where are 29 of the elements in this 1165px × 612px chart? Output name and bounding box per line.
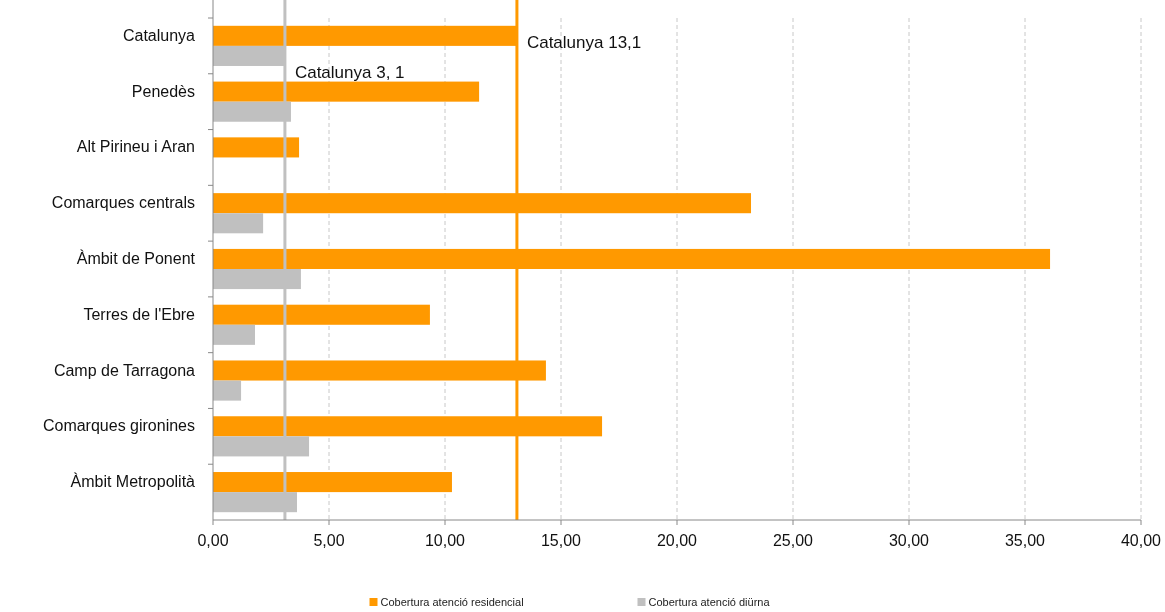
ref-line-label: Catalunya 13,1 [526, 33, 642, 52]
y-tick-label: Àmbit de Ponent [76, 248, 196, 267]
y-tick-label: Terres de l'Ebre [83, 305, 196, 323]
x-tick-label: 40,00 [1120, 532, 1162, 549]
bar [213, 137, 300, 158]
x-tick-label: 35,00 [1004, 532, 1046, 549]
legend-label: Cobertura atenció residencial [380, 596, 524, 608]
x-tick-label: 5,00 [313, 532, 345, 549]
bar [213, 81, 480, 102]
x-tick-label: 30,00 [888, 532, 930, 549]
y-tick-label: Penedès [131, 82, 195, 100]
bar [213, 304, 430, 325]
y-tick-label: Àmbit Metropolità [70, 472, 196, 491]
x-tick-label: 15,00 [540, 532, 582, 549]
bar [213, 380, 242, 401]
x-tick-label: 10,00 [424, 532, 466, 549]
y-tick-label: Camp de Tarragona [53, 361, 196, 379]
ref-line-label: Catalunya 3, 1 [294, 63, 405, 82]
x-tick-label: 0,00 [197, 532, 229, 549]
legend-label: Cobertura atenció diürna [648, 596, 771, 608]
bar [213, 324, 255, 345]
y-tick-label: Catalunya [122, 26, 196, 44]
x-tick-label: 20,00 [656, 532, 698, 549]
y-tick-label: Alt Pirineu i Aran [76, 138, 195, 156]
x-tick-label: 25,00 [772, 532, 814, 549]
bar [213, 213, 264, 234]
y-tick-label: Comarques gironines [42, 417, 195, 435]
y-tick-label: Comarques centrals [51, 194, 195, 212]
bar [213, 472, 452, 493]
